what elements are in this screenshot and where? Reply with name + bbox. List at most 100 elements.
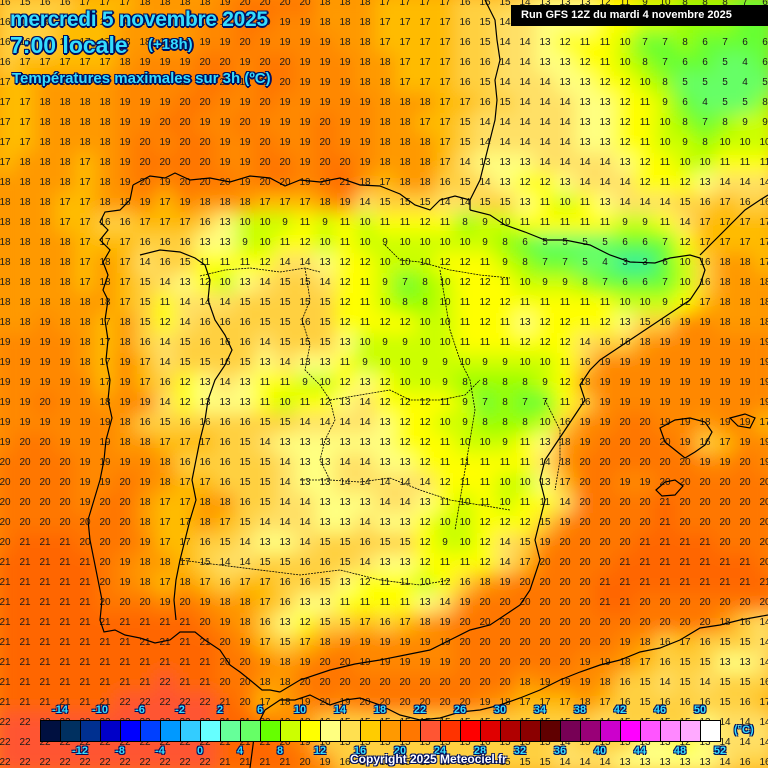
grid-value: 21 xyxy=(659,497,671,508)
grid-value: 18 xyxy=(79,317,91,328)
legend-label-bottom: 0 xyxy=(196,745,204,757)
grid-value: 11 xyxy=(399,577,411,588)
grid-value: 21 xyxy=(79,557,91,568)
grid-value: 10 xyxy=(559,197,571,208)
grid-value: 20 xyxy=(279,57,291,68)
grid-value: 20 xyxy=(499,677,511,688)
grid-value: 19 xyxy=(0,357,11,368)
grid-value: 12 xyxy=(379,377,391,388)
grid-value: 20 xyxy=(59,517,71,528)
grid-value: 20 xyxy=(139,177,151,188)
grid-value: 17 xyxy=(419,0,431,8)
grid-value: 18 xyxy=(99,137,111,148)
grid-value: 14 xyxy=(159,337,171,348)
grid-value: 11 xyxy=(279,377,291,388)
legend-label-top: 2 xyxy=(216,704,224,716)
grid-value: 17 xyxy=(219,517,231,528)
grid-value: 14 xyxy=(359,457,371,468)
grid-value: 20 xyxy=(699,477,711,488)
grid-value: 13 xyxy=(199,397,211,408)
grid-value: 19 xyxy=(219,0,231,8)
grid-value: 12 xyxy=(499,517,511,528)
grid-value: 22 xyxy=(79,757,91,768)
grid-value: 10 xyxy=(279,397,291,408)
grid-value: 17 xyxy=(179,477,191,488)
grid-value: 5 xyxy=(722,77,728,88)
grid-value: 19 xyxy=(679,357,691,368)
grid-value: 17 xyxy=(559,477,571,488)
grid-value: 16 xyxy=(739,197,751,208)
grid-value: 13 xyxy=(199,237,211,248)
grid-value: 5 xyxy=(722,97,728,108)
grid-value: 20 xyxy=(119,597,131,608)
grid-value: 12 xyxy=(539,337,551,348)
grid-value: 19 xyxy=(59,397,71,408)
grid-value: 12 xyxy=(539,317,551,328)
grid-value: 15 xyxy=(399,537,411,548)
grid-value: 17 xyxy=(99,337,111,348)
grid-value: 15 xyxy=(239,477,251,488)
grid-value: 14 xyxy=(279,477,291,488)
grid-value: 20 xyxy=(559,637,571,648)
grid-value: 20 xyxy=(239,0,251,8)
grid-value: 19 xyxy=(699,357,711,368)
grid-value: 19 xyxy=(759,437,768,448)
grid-value: 19 xyxy=(679,397,691,408)
grid-value: 15 xyxy=(339,557,351,568)
grid-value: 19 xyxy=(259,37,271,48)
grid-value: 19 xyxy=(759,357,768,368)
grid-value: 20 xyxy=(559,557,571,568)
grid-value: 16 xyxy=(219,477,231,488)
grid-value: 17 xyxy=(159,497,171,508)
grid-value: 15 xyxy=(139,297,151,308)
grid-value: 20 xyxy=(39,437,51,448)
grid-value: 21 xyxy=(599,597,611,608)
grid-value: 22 xyxy=(119,757,131,768)
grid-value: 13 xyxy=(219,217,231,228)
grid-value: 17 xyxy=(759,237,768,248)
grid-value: 10 xyxy=(659,117,671,128)
legend-swatch xyxy=(41,721,61,741)
grid-value: 19 xyxy=(359,97,371,108)
grid-value: 11 xyxy=(219,257,231,268)
grid-value: 15 xyxy=(739,637,751,648)
grid-value: 15 xyxy=(279,417,291,428)
grid-value: 20 xyxy=(619,437,631,448)
grid-value: 14 xyxy=(259,337,271,348)
grid-value: 9 xyxy=(422,357,428,368)
grid-value: 19 xyxy=(179,57,191,68)
grid-value: 21 xyxy=(79,597,91,608)
grid-value: 10 xyxy=(419,257,431,268)
grid-value: 20 xyxy=(519,577,531,588)
grid-value: 16 xyxy=(0,17,11,28)
grid-value: 13 xyxy=(279,537,291,548)
grid-value: 12 xyxy=(619,97,631,108)
grid-value: 12 xyxy=(359,577,371,588)
grid-value: 20 xyxy=(459,677,471,688)
grid-value: 10 xyxy=(419,317,431,328)
grid-value: 16 xyxy=(659,657,671,668)
legend-swatch xyxy=(161,721,181,741)
grid-value: 20 xyxy=(279,157,291,168)
grid-value: 11 xyxy=(559,297,571,308)
grid-value: 15 xyxy=(299,297,311,308)
legend-swatch xyxy=(401,721,421,741)
grid-value: 12 xyxy=(379,397,391,408)
grid-value: 11 xyxy=(299,397,311,408)
grid-value: 10 xyxy=(439,337,451,348)
grid-value: 11 xyxy=(559,397,571,408)
grid-value: 22 xyxy=(0,717,11,728)
grid-value: 11 xyxy=(359,297,371,308)
grid-value: 21 xyxy=(699,537,711,548)
grid-value: 17 xyxy=(559,697,571,708)
grid-value: 18 xyxy=(79,337,91,348)
grid-value: 17 xyxy=(419,77,431,88)
forecast-time: 7:00 locale xyxy=(10,32,128,58)
grid-value: 21 xyxy=(339,177,351,188)
grid-value: 20 xyxy=(599,477,611,488)
grid-value: 19 xyxy=(299,17,311,28)
grid-value: 19 xyxy=(239,97,251,108)
grid-value: 19 xyxy=(739,357,751,368)
grid-value: 20 xyxy=(139,597,151,608)
grid-value: 20 xyxy=(279,0,291,8)
